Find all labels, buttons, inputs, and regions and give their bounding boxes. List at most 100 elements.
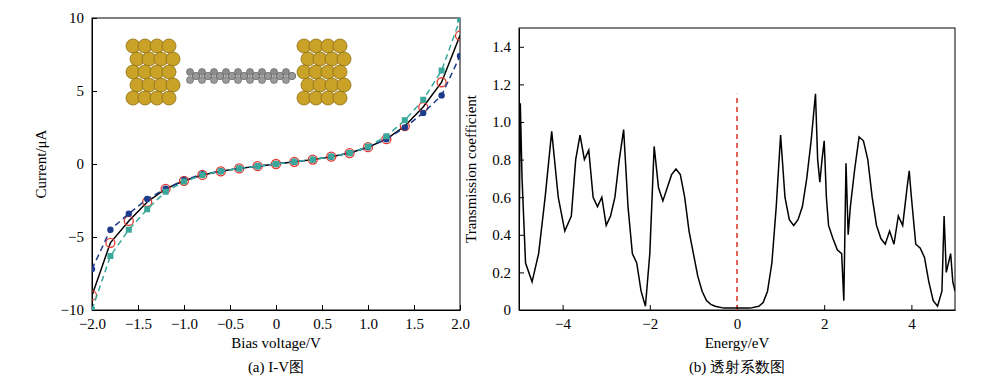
- y-tick: 0.2: [492, 265, 524, 281]
- x-tick-mark: [322, 305, 323, 310]
- data-point: [346, 150, 352, 156]
- panel-title: (a) I-V图: [248, 359, 304, 376]
- y-tick-label: 0.8: [492, 152, 511, 168]
- gold-atom: [337, 78, 351, 92]
- data-point: [457, 18, 460, 22]
- data-point: [199, 171, 205, 177]
- x-tick-label: −2: [642, 316, 658, 332]
- x-axis-title: Energy/eV: [705, 335, 770, 351]
- panel-title: (b) 透射系数图: [689, 359, 785, 376]
- gold-atom: [333, 65, 347, 79]
- x-tick-label: 1.5: [405, 316, 424, 332]
- series-line: [92, 56, 460, 269]
- data-point: [92, 307, 95, 310]
- data-point: [107, 253, 113, 259]
- panel: −2.0−1.5−1.0−0.500.51.01.52.0−10−50510Bi…: [33, 10, 470, 376]
- data-point: [310, 156, 316, 162]
- data-point: [438, 92, 444, 98]
- x-tick-label: 2: [821, 316, 829, 332]
- x-tick-mark: [460, 305, 461, 310]
- data-point: [345, 149, 354, 158]
- gold-atom: [166, 78, 180, 92]
- x-tick-mark: [650, 305, 651, 310]
- data-point: [437, 78, 446, 87]
- data-point: [365, 143, 371, 149]
- data-point: [456, 31, 461, 40]
- y-tick: 0: [77, 156, 98, 172]
- y-tick: 5: [77, 83, 98, 99]
- x-tick: −1.0: [171, 305, 198, 332]
- gold-atom: [162, 91, 176, 105]
- y-axis: −10−50510: [61, 10, 97, 318]
- gold-atom: [162, 39, 176, 53]
- data-point: [439, 68, 445, 74]
- x-tick-label: 0: [273, 316, 281, 332]
- gold-atom: [337, 52, 351, 66]
- data-point: [420, 97, 426, 103]
- figure: −2.0−1.5−1.0−0.500.51.01.52.0−10−50510Bi…: [0, 0, 1000, 384]
- x-tick: −2: [642, 305, 658, 332]
- x-tick-label: 4: [908, 316, 916, 332]
- data-point: [144, 206, 150, 212]
- inset-molecule: [126, 39, 351, 105]
- reference-line: [736, 94, 738, 310]
- y-tick-label: 1.4: [492, 39, 511, 55]
- data-point: [255, 163, 261, 169]
- data-point: [236, 165, 242, 171]
- data-point: [328, 154, 334, 160]
- data-point: [383, 133, 389, 139]
- y-tick-label: 0: [504, 302, 512, 318]
- x-tick-label: 0: [734, 316, 742, 332]
- x-tick: 0: [273, 305, 281, 332]
- x-tick: 1.5: [405, 305, 424, 332]
- series-line: [92, 19, 460, 310]
- data-point: [457, 53, 460, 59]
- x-tick-mark: [414, 305, 415, 310]
- data-point: [310, 157, 316, 163]
- data-point: [273, 161, 279, 167]
- data-point: [163, 189, 169, 195]
- x-tick-label: −1.0: [171, 316, 198, 332]
- y-axis-title: Current/μA: [33, 129, 49, 198]
- y-tick-mark: [519, 84, 524, 85]
- data-point: [420, 110, 426, 116]
- y-tick-label: 5: [77, 83, 85, 99]
- y-axis-title: Transmission coefficient: [463, 94, 479, 243]
- y-tick: 1.4: [492, 39, 524, 55]
- plot-data: [519, 94, 955, 310]
- x-tick: −0.5: [217, 305, 244, 332]
- plot-data: [92, 18, 460, 310]
- data-point: [273, 161, 279, 167]
- data-point: [291, 159, 297, 165]
- gold-atom: [166, 52, 180, 66]
- data-point: [181, 179, 187, 185]
- x-tick-mark: [184, 305, 185, 310]
- y-tick-mark: [92, 164, 97, 165]
- gold-atom: [333, 91, 347, 105]
- data-point: [328, 154, 334, 160]
- carbon-atom: [288, 72, 295, 79]
- x-axis-title: Bias voltage/V: [231, 335, 321, 351]
- gold-atom: [333, 39, 347, 53]
- x-tick: 2: [821, 305, 829, 332]
- x-tick-label: 1.0: [359, 316, 378, 332]
- y-tick-mark: [92, 237, 97, 238]
- data-point: [124, 216, 133, 225]
- x-tick-mark: [563, 305, 564, 310]
- y-tick-label: 1.2: [492, 77, 511, 93]
- y-tick-label: 0.4: [492, 227, 511, 243]
- data-point: [347, 150, 353, 156]
- x-tick-mark: [824, 305, 825, 310]
- y-tick-mark: [92, 18, 97, 19]
- y-tick-mark: [519, 310, 524, 311]
- y-tick-label: 1.0: [492, 114, 511, 130]
- y-tick-mark: [519, 272, 524, 273]
- y-tick: 1.2: [492, 77, 524, 93]
- data-point: [92, 266, 95, 272]
- chart-canvas: −2.0−1.5−1.0−0.500.51.01.52.0−10−50510Bi…: [0, 0, 1000, 384]
- x-tick-mark: [276, 305, 277, 310]
- data-point: [365, 144, 371, 150]
- data-point: [218, 168, 224, 174]
- y-tick: −10: [61, 302, 97, 318]
- carbon-atom: [288, 72, 295, 79]
